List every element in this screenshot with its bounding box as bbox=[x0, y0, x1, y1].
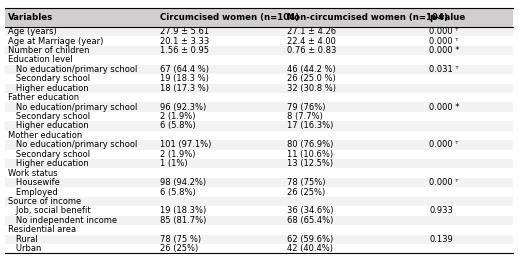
Text: 68 (65.4%): 68 (65.4%) bbox=[287, 216, 334, 225]
Text: No education/primary school: No education/primary school bbox=[8, 140, 137, 150]
Text: 1.56 ± 0.95: 1.56 ± 0.95 bbox=[160, 46, 209, 55]
FancyBboxPatch shape bbox=[5, 234, 513, 244]
Text: 62 (59.6%): 62 (59.6%) bbox=[287, 235, 333, 244]
FancyBboxPatch shape bbox=[5, 178, 513, 187]
FancyBboxPatch shape bbox=[5, 8, 513, 27]
Text: 6 (5.8%): 6 (5.8%) bbox=[160, 122, 196, 131]
Text: Rural: Rural bbox=[8, 235, 37, 244]
Text: 0.000 ᵀ: 0.000 ᵀ bbox=[429, 37, 458, 46]
FancyBboxPatch shape bbox=[5, 65, 513, 74]
Text: 0.76 ± 0.83: 0.76 ± 0.83 bbox=[287, 46, 336, 55]
Text: Variables: Variables bbox=[8, 13, 53, 22]
Text: 18 (17.3 %): 18 (17.3 %) bbox=[160, 84, 209, 93]
Text: Mother education: Mother education bbox=[8, 131, 82, 140]
Text: 101 (97.1%): 101 (97.1%) bbox=[160, 140, 211, 150]
FancyBboxPatch shape bbox=[5, 197, 513, 206]
Text: Age at Marriage (year): Age at Marriage (year) bbox=[8, 37, 103, 46]
Text: 27.1 ± 4.26: 27.1 ± 4.26 bbox=[287, 27, 336, 36]
Text: Age (years): Age (years) bbox=[8, 27, 56, 36]
Text: Urban: Urban bbox=[8, 244, 41, 253]
Text: Non-circumcised women (n=104): Non-circumcised women (n=104) bbox=[287, 13, 448, 22]
Text: 32 (30.8 %): 32 (30.8 %) bbox=[287, 84, 336, 93]
Text: 0.031 ᵀ: 0.031 ᵀ bbox=[429, 65, 459, 74]
Text: 85 (81.7%): 85 (81.7%) bbox=[160, 216, 207, 225]
Text: 79 (76%): 79 (76%) bbox=[287, 103, 325, 112]
Text: Residential area: Residential area bbox=[8, 225, 76, 234]
FancyBboxPatch shape bbox=[5, 74, 513, 83]
FancyBboxPatch shape bbox=[5, 112, 513, 121]
Text: 19 (18.3 %): 19 (18.3 %) bbox=[160, 74, 209, 83]
FancyBboxPatch shape bbox=[5, 225, 513, 234]
Text: 0.000 ᵀ: 0.000 ᵀ bbox=[429, 140, 458, 150]
Text: 0.139: 0.139 bbox=[429, 235, 453, 244]
FancyBboxPatch shape bbox=[5, 187, 513, 197]
Text: Employed: Employed bbox=[8, 188, 57, 197]
Text: 2 (1.9%): 2 (1.9%) bbox=[160, 150, 196, 159]
Text: 98 (94.2%): 98 (94.2%) bbox=[160, 178, 206, 187]
Text: 2 (1.9%): 2 (1.9%) bbox=[160, 112, 196, 121]
FancyBboxPatch shape bbox=[5, 27, 513, 36]
Text: 6 (5.8%): 6 (5.8%) bbox=[160, 188, 196, 197]
Text: p-value: p-value bbox=[429, 13, 465, 22]
Text: Work status: Work status bbox=[8, 169, 57, 178]
Text: 26 (25.0 %): 26 (25.0 %) bbox=[287, 74, 336, 83]
Text: Father education: Father education bbox=[8, 93, 79, 102]
FancyBboxPatch shape bbox=[5, 168, 513, 178]
Text: 22.4 ± 4.00: 22.4 ± 4.00 bbox=[287, 37, 336, 46]
FancyBboxPatch shape bbox=[5, 102, 513, 112]
Text: Secondary school: Secondary school bbox=[8, 112, 90, 121]
Text: 8 (7.7%): 8 (7.7%) bbox=[287, 112, 323, 121]
FancyBboxPatch shape bbox=[5, 150, 513, 159]
Text: 0.000 *: 0.000 * bbox=[429, 103, 459, 112]
FancyBboxPatch shape bbox=[5, 159, 513, 168]
Text: Higher education: Higher education bbox=[8, 159, 89, 168]
FancyBboxPatch shape bbox=[5, 244, 513, 253]
FancyBboxPatch shape bbox=[5, 216, 513, 225]
Text: Source of income: Source of income bbox=[8, 197, 81, 206]
FancyBboxPatch shape bbox=[5, 206, 513, 216]
FancyBboxPatch shape bbox=[5, 36, 513, 46]
Text: Higher education: Higher education bbox=[8, 122, 89, 131]
Text: No independent income: No independent income bbox=[8, 216, 117, 225]
Text: Higher education: Higher education bbox=[8, 84, 89, 93]
Text: Housewife: Housewife bbox=[8, 178, 60, 187]
Text: 67 (64.4 %): 67 (64.4 %) bbox=[160, 65, 209, 74]
Text: Secondary school: Secondary school bbox=[8, 150, 90, 159]
Text: 11 (10.6%): 11 (10.6%) bbox=[287, 150, 333, 159]
FancyBboxPatch shape bbox=[5, 140, 513, 150]
Text: 36 (34.6%): 36 (34.6%) bbox=[287, 206, 334, 216]
Text: 1 (1%): 1 (1%) bbox=[160, 159, 188, 168]
Text: 26 (25%): 26 (25%) bbox=[287, 188, 325, 197]
Text: 80 (76.9%): 80 (76.9%) bbox=[287, 140, 334, 150]
Text: Secondary school: Secondary school bbox=[8, 74, 90, 83]
Text: 0.000 *: 0.000 * bbox=[429, 46, 459, 55]
FancyBboxPatch shape bbox=[5, 55, 513, 65]
Text: 0.000 ᵀ: 0.000 ᵀ bbox=[429, 178, 458, 187]
Text: 13 (12.5%): 13 (12.5%) bbox=[287, 159, 333, 168]
Text: 27.9 ± 5.61: 27.9 ± 5.61 bbox=[160, 27, 209, 36]
Text: 46 (44.2 %): 46 (44.2 %) bbox=[287, 65, 336, 74]
Text: Number of children: Number of children bbox=[8, 46, 89, 55]
Text: Circumcised women (n=104): Circumcised women (n=104) bbox=[160, 13, 299, 22]
Text: 78 (75%): 78 (75%) bbox=[287, 178, 325, 187]
Text: No education/primary school: No education/primary school bbox=[8, 103, 137, 112]
Text: 19 (18.3%): 19 (18.3%) bbox=[160, 206, 206, 216]
Text: 26 (25%): 26 (25%) bbox=[160, 244, 198, 253]
FancyBboxPatch shape bbox=[5, 93, 513, 102]
Text: 20.1 ± 3.33: 20.1 ± 3.33 bbox=[160, 37, 209, 46]
Text: 0.933: 0.933 bbox=[429, 206, 453, 216]
FancyBboxPatch shape bbox=[5, 131, 513, 140]
Text: 17 (16.3%): 17 (16.3%) bbox=[287, 122, 334, 131]
FancyBboxPatch shape bbox=[5, 46, 513, 55]
FancyBboxPatch shape bbox=[5, 83, 513, 93]
Text: Job, social benefit: Job, social benefit bbox=[8, 206, 91, 216]
Text: 78 (75 %): 78 (75 %) bbox=[160, 235, 201, 244]
Text: 0.000 ᵀ: 0.000 ᵀ bbox=[429, 27, 458, 36]
Text: No education/primary school: No education/primary school bbox=[8, 65, 137, 74]
Text: 96 (92.3%): 96 (92.3%) bbox=[160, 103, 206, 112]
FancyBboxPatch shape bbox=[5, 121, 513, 131]
Text: 42 (40.4%): 42 (40.4%) bbox=[287, 244, 333, 253]
Text: Education level: Education level bbox=[8, 55, 73, 65]
